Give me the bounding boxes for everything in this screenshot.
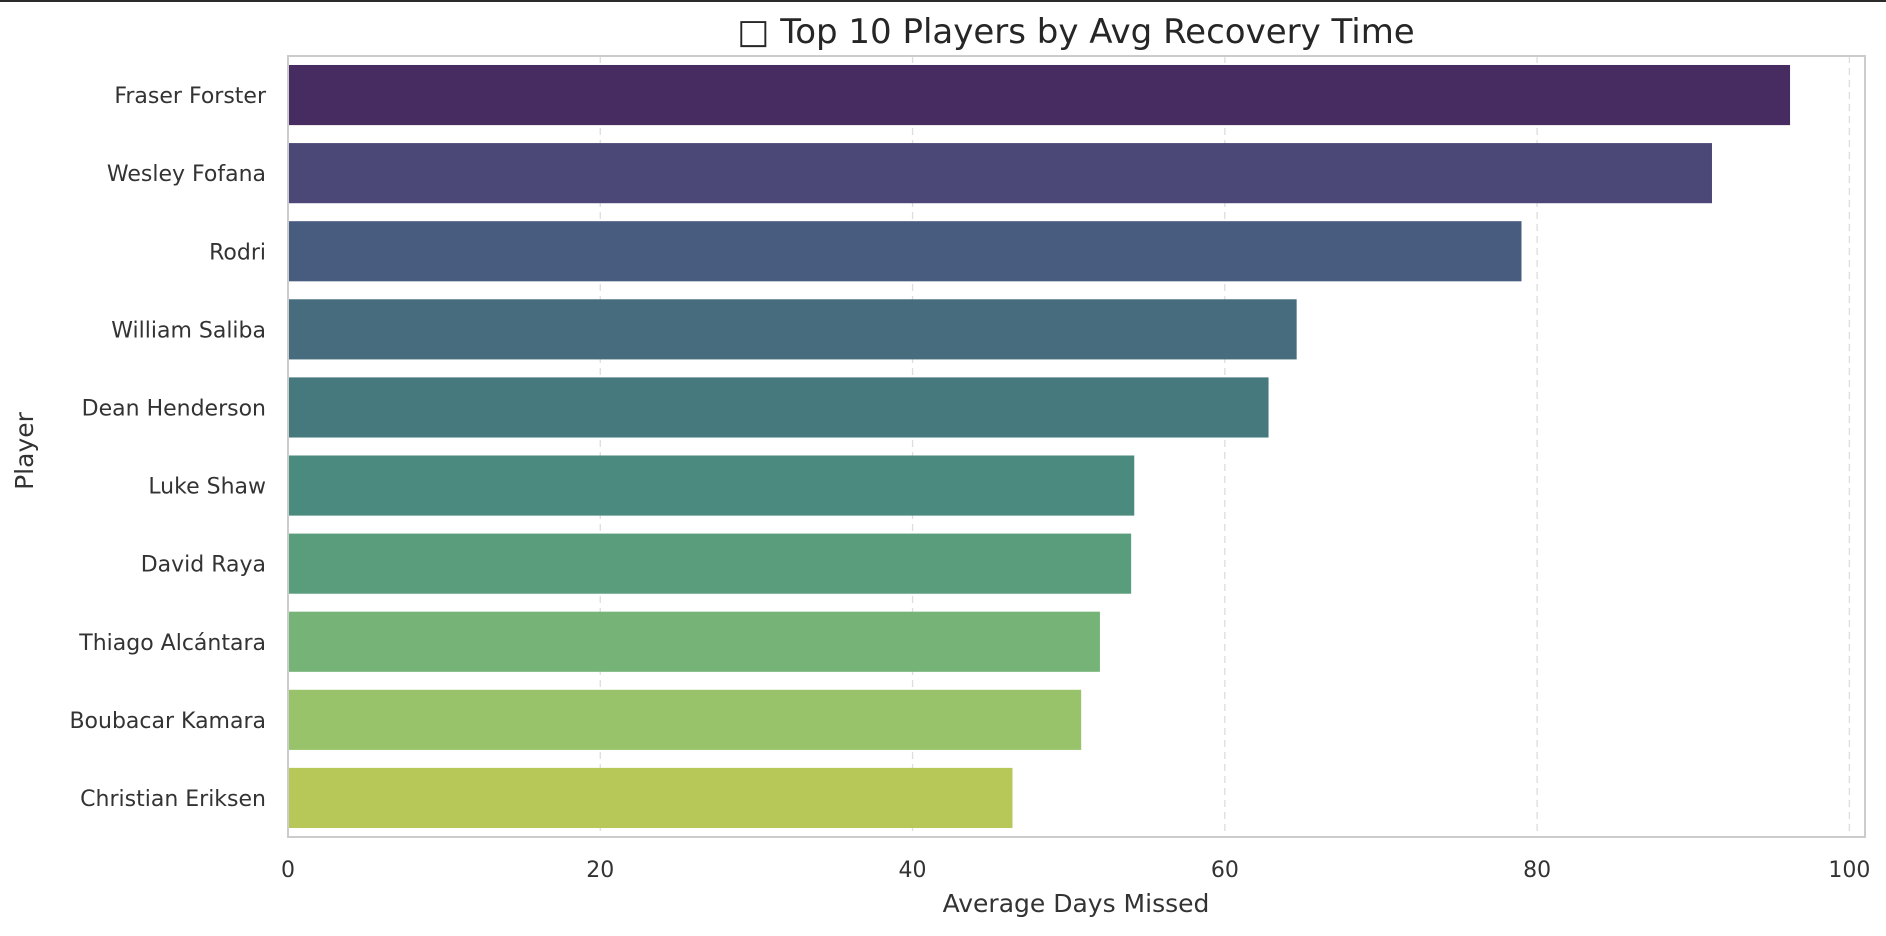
- bar: [289, 299, 1297, 360]
- chart-title: □ Top 10 Players by Avg Recovery Time: [737, 12, 1414, 52]
- bar: [289, 611, 1100, 672]
- bar: [289, 221, 1522, 282]
- plot-area-frame: [287, 55, 1866, 838]
- y-tick-label: Wesley Fofana: [107, 162, 266, 187]
- bar: [289, 64, 1791, 126]
- top-border-line: [0, 0, 1886, 2]
- y-tick-label: Christian Eriksen: [80, 787, 266, 812]
- y-tick-label: Dean Henderson: [82, 396, 266, 421]
- x-axis-label: Average Days Missed: [943, 889, 1210, 918]
- bar: [289, 377, 1269, 438]
- bar: [289, 455, 1135, 516]
- bars: [289, 64, 1791, 829]
- y-tick-label: Fraser Forster: [114, 84, 267, 109]
- y-axis-label: Player: [10, 411, 39, 490]
- x-tick-labels: 0 20 40 60 80 100: [281, 858, 1870, 883]
- x-tick-label: 80: [1523, 858, 1551, 883]
- bar: [289, 767, 1013, 829]
- x-tick-label: 0: [281, 858, 295, 883]
- x-tick-label: 40: [899, 858, 927, 883]
- x-tick-label: 100: [1828, 858, 1870, 883]
- y-tick-label: Luke Shaw: [148, 475, 266, 500]
- bar: [289, 533, 1132, 594]
- bar: [289, 143, 1712, 204]
- y-tick-label: William Saliba: [111, 318, 266, 343]
- y-tick-label: Boubacar Kamara: [69, 709, 266, 734]
- bar: [289, 689, 1082, 750]
- y-tick-label: Rodri: [209, 240, 266, 265]
- x-tick-label: 20: [586, 858, 614, 883]
- y-tick-labels: Fraser Forster Wesley Fofana Rodri William …: [69, 84, 266, 812]
- x-tick-label: 60: [1211, 858, 1239, 883]
- y-tick-label: Thiago Alcántara: [78, 631, 266, 656]
- y-tick-label: David Raya: [141, 553, 266, 578]
